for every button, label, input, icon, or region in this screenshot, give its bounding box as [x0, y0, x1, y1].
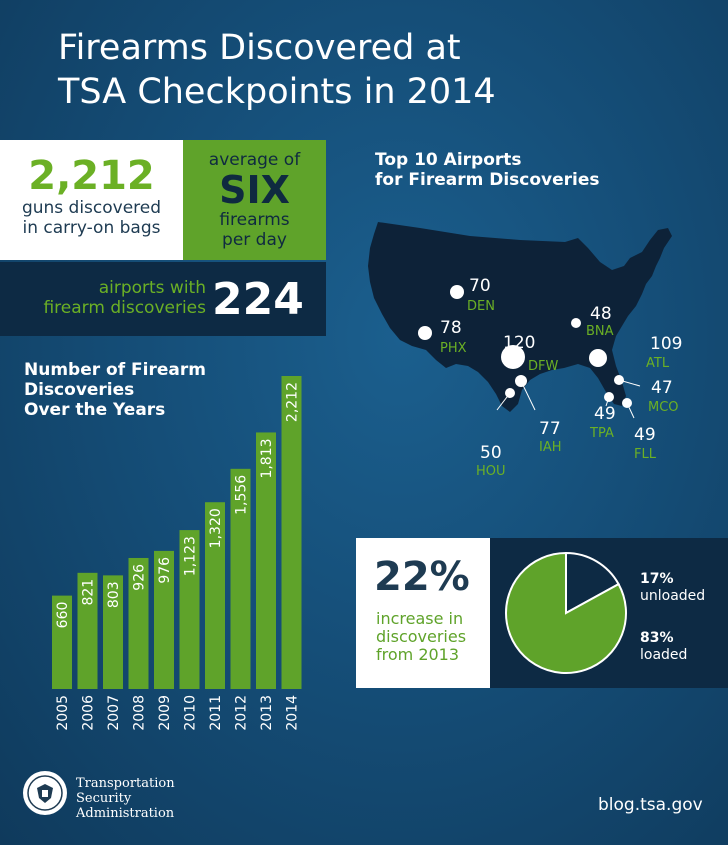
x-tick-label: 2011: [208, 695, 224, 731]
bar-2012: [230, 468, 251, 689]
tsa-name: Transportation Security Administration: [76, 776, 175, 821]
map-title-1: Top 10 Airports: [375, 150, 522, 170]
increase-label-1: increase in: [376, 609, 464, 628]
pie-slice-loaded: [505, 551, 627, 674]
bar-value-label: 821: [81, 579, 97, 606]
bar-title-2: Discoveries: [24, 380, 135, 400]
bar-title-1: Number of Firearm: [24, 360, 206, 380]
map-title-2: for Firearm Discoveries: [375, 170, 600, 190]
dhs-seal-icon: [23, 771, 67, 815]
average-stat-box: average of SIX firearms per day: [183, 140, 326, 260]
x-tick-label: 2010: [183, 695, 199, 731]
us-map-shape: [368, 222, 672, 412]
bar-value-label: 1,813: [259, 438, 275, 478]
airports-count: 224: [212, 274, 304, 325]
title-line-1: Firearms Discovered at: [58, 28, 461, 68]
bar-value-label: 926: [132, 564, 148, 591]
bar-value-label: 803: [106, 581, 122, 608]
increase-desc: increase in discoveries from 2013: [376, 610, 466, 664]
airports-stat-box: airports with firearm discoveries 224: [0, 262, 326, 336]
x-tick-label: 2009: [157, 695, 173, 731]
bar-2013: [256, 432, 276, 689]
us-map: [368, 222, 672, 412]
average-value: SIX: [219, 168, 290, 212]
bar-value-label: 2,212: [285, 382, 301, 422]
guns-stat-box: 2,212 guns discovered in carry-on bags: [0, 140, 183, 260]
bar-value-label: 976: [157, 557, 173, 584]
bar-2011: [205, 502, 225, 689]
x-tick-label: 2012: [234, 695, 250, 731]
airports-label-2: firearm discoveries: [43, 298, 206, 318]
bar-value-label: 1,556: [234, 475, 250, 515]
x-tick-label: 2014: [285, 695, 301, 731]
page-title: Firearms Discovered at TSA Checkpoints i…: [58, 26, 496, 114]
x-tick-label: 2013: [259, 695, 275, 731]
x-tick-label: 2006: [81, 695, 97, 731]
average-label-2: firearms: [219, 210, 290, 230]
guns-count: 2,212: [28, 153, 155, 199]
bar-2006: [77, 572, 98, 689]
tsa-name-1: Transportation: [76, 776, 175, 791]
title-line-2: TSA Checkpoints in 2014: [58, 72, 496, 112]
increase-pct: 22%: [374, 554, 470, 600]
pie-chart: [505, 551, 627, 674]
bar-chart-title: Number of Firearm Discoveries Over the Y…: [24, 360, 206, 420]
x-tick-label: 2005: [55, 695, 71, 731]
tsa-name-2: Security: [76, 791, 132, 806]
guns-label-2: in carry-on bags: [22, 218, 161, 238]
guns-label-1: guns discovered: [21, 198, 162, 218]
loaded-pct: 83%: [640, 630, 674, 646]
bar-value-label: 1,123: [183, 536, 199, 576]
increase-stat-box: 22% increase in discoveries from 2013: [356, 538, 490, 688]
x-tick-label: 2008: [132, 695, 148, 731]
bar-2010: [179, 530, 200, 689]
airports-label-1: airports with: [98, 278, 206, 298]
bar-2014: [281, 376, 302, 689]
unloaded-pct: 17%: [640, 571, 674, 587]
bar-title-3: Over the Years: [24, 400, 166, 420]
bar-value-label: 660: [55, 602, 71, 629]
tsa-name-3: Administration: [76, 806, 175, 821]
loaded-text: loaded: [640, 647, 688, 663]
pie-slice-unloaded: [565, 551, 620, 615]
bar-2008: [128, 557, 149, 689]
x-tick-label: 2007: [106, 695, 122, 731]
blog-url[interactable]: blog.tsa.gov: [598, 795, 703, 815]
bar-2009: [154, 550, 174, 689]
bar-value-label: 1,320: [208, 508, 224, 548]
increase-label-2: discoveries: [376, 627, 467, 646]
bar-2005: [52, 595, 72, 689]
average-label-3: per day: [222, 230, 287, 250]
unloaded-label: 17% unloaded: [640, 571, 705, 605]
map-title: Top 10 Airports for Firearm Discoveries: [375, 150, 600, 190]
bar-2007: [103, 575, 123, 689]
loaded-label: 83% loaded: [640, 630, 687, 664]
bar-chart: 660 2005 821 2006 803 2007 926 2008 976 2009 1,123…: [52, 376, 302, 731]
unloaded-text: unloaded: [640, 588, 706, 604]
airports-label: airports with firearm discoveries: [16, 278, 206, 318]
increase-label-3: from 2013: [376, 645, 460, 664]
average-label-1: average of: [208, 150, 301, 170]
